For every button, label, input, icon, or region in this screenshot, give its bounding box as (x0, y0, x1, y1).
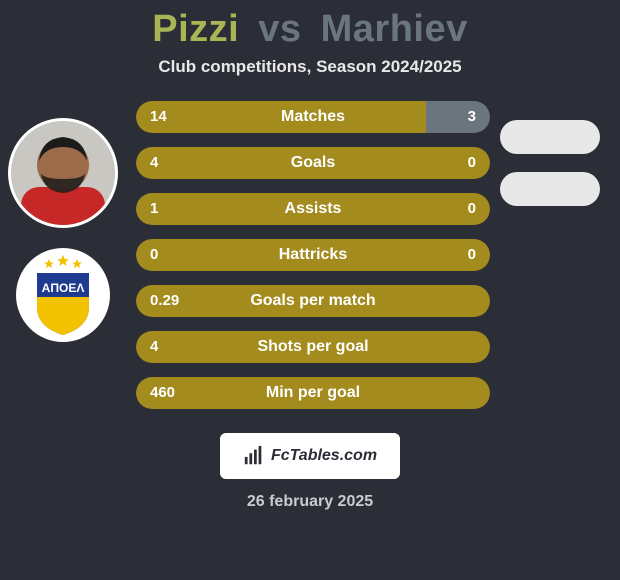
stat-row: 460Min per goal (136, 377, 490, 409)
stat-label: Goals per match (136, 285, 490, 317)
page-title: Pizzi vs Marhiev (0, 0, 620, 51)
stat-label: Goals (136, 147, 490, 179)
chart-icon (243, 445, 265, 467)
stat-label: Matches (136, 101, 490, 133)
stat-label: Shots per goal (136, 331, 490, 363)
stat-label: Hattricks (136, 239, 490, 271)
player2-name: Marhiev (321, 8, 468, 50)
brand-badge: FcTables.com (220, 433, 400, 479)
stat-label: Min per goal (136, 377, 490, 409)
player2-avatar-placeholder (500, 120, 600, 154)
stat-row: 4Shots per goal (136, 331, 490, 363)
player2-club-placeholder (500, 172, 600, 206)
vs-label: vs (258, 8, 301, 50)
stat-rows: 143Matches 40Goals 10Assists 00Hattricks 0.2… (136, 101, 490, 409)
player1-club-badge: ΑΠΟΕΛ (16, 248, 110, 342)
stat-row: 10Assists (136, 193, 490, 225)
stat-row: 0.29Goals per match (136, 285, 490, 317)
club-badge-text: ΑΠΟΕΛ (42, 281, 85, 295)
player1-avatar (8, 118, 118, 228)
stat-row: 00Hattricks (136, 239, 490, 271)
player1-name: Pizzi (152, 8, 239, 50)
stat-label: Assists (136, 193, 490, 225)
stat-row: 143Matches (136, 101, 490, 133)
brand-text: FcTables.com (271, 447, 377, 465)
subtitle: Club competitions, Season 2024/2025 (0, 57, 620, 77)
date-text: 26 february 2025 (0, 493, 620, 511)
stat-row: 40Goals (136, 147, 490, 179)
